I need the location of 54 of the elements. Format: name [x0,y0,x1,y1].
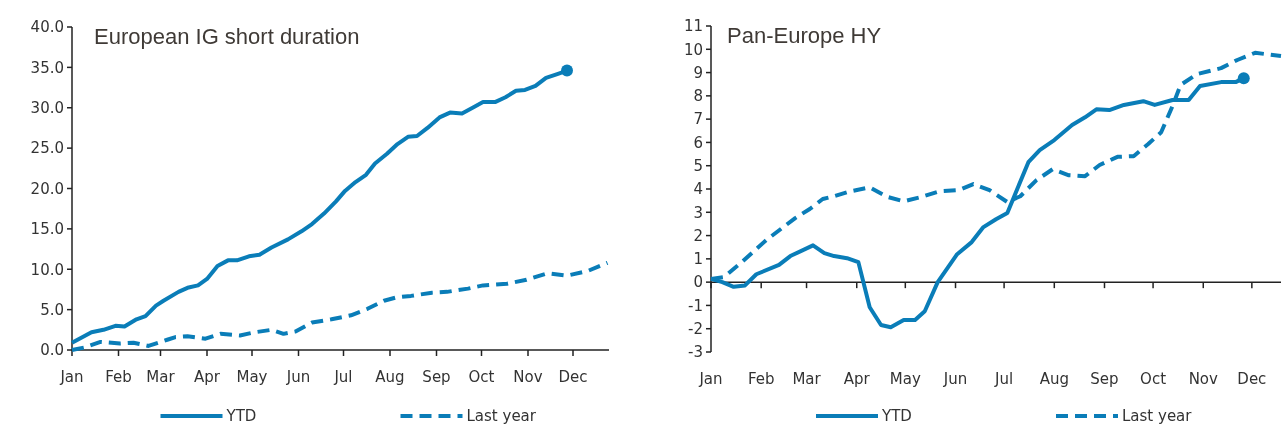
y-tick-label: 6 [693,133,703,152]
x-tick-label: Nov [1188,370,1219,388]
y-tick-label: 7 [693,110,703,129]
y-tick-label: 0 [693,273,703,292]
x-tick-label: Apr [843,370,871,388]
x-tick-label: Oct [468,368,495,386]
x-tick-label: Oct [1140,370,1167,388]
y-tick-label: 2 [693,226,703,245]
x-tick-label: Aug [1039,370,1069,388]
x-tick-label: Dec [558,368,588,386]
x-tick-label: May [236,368,268,386]
x-tick-label: Jul [994,370,1014,388]
y-tick-label: 30.0 [30,99,64,117]
x-tick-label: Dec [1237,370,1267,388]
y-tick-label: 9 [693,63,703,82]
y-tick-label: -2 [688,319,703,338]
chart-title: Pan-Europe HY [727,23,882,48]
y-tick-label: 25.0 [30,139,64,158]
x-tick-label: Nov [513,368,543,386]
x-tick-label: Mar [146,368,176,386]
y-tick-label: 8 [693,87,703,106]
y-tick-label: 3 [693,203,703,222]
y-tick-label: -3 [688,343,703,362]
x-tick-label: Apr [194,368,221,386]
y-tick-label: -1 [688,296,703,315]
x-tick-label: Jun [285,368,311,386]
y-tick-label: 20.0 [30,179,64,198]
y-tick-label: 1 [693,250,703,269]
x-tick-label: Jan [59,368,84,386]
x-tick-label: Feb [105,368,132,386]
y-tick-label: 10.0 [30,260,64,279]
x-tick-label: Feb [747,370,775,388]
x-tick-label: Sep [1090,370,1119,388]
y-tick-label: 35.0 [30,58,64,77]
x-tick-label: Jan [698,370,723,388]
x-tick-label: Sep [422,368,451,386]
y-tick-label: 4 [693,180,703,199]
legend-label: Last year [466,407,537,426]
legend-label: YTD [881,407,912,426]
y-tick-label: 5.0 [40,300,64,319]
x-tick-label: Aug [375,368,405,386]
y-tick-label: 11 [683,17,703,36]
legend-label: Last year [1122,407,1193,426]
x-tick-label: Jun [942,370,968,388]
y-tick-label: 5 [693,156,703,175]
y-tick-label: 15.0 [30,220,64,239]
y-tick-label: 40.0 [30,18,64,37]
x-tick-label: May [889,370,921,388]
chart-title: European IG short duration [94,24,360,49]
y-tick-label: 0.0 [40,341,64,360]
x-tick-label: Mar [792,370,822,388]
x-tick-label: Jul [333,368,353,386]
legend-label: YTD [225,407,257,426]
y-tick-label: 10 [683,40,703,59]
